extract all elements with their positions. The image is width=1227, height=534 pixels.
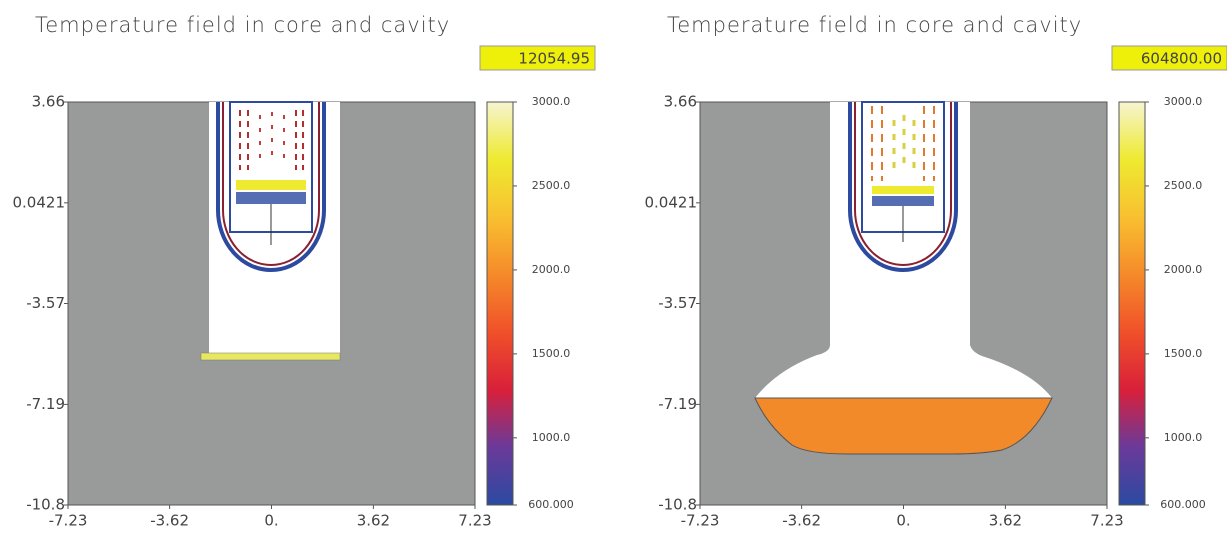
x-tick-label: 3.62 xyxy=(989,512,1022,530)
colorbar-tick-label: 2000.0 xyxy=(1164,263,1203,276)
colorbar xyxy=(487,102,513,505)
colorbar-tick-label: 600.000 xyxy=(528,498,574,511)
colorbar-tick-label: 1500.0 xyxy=(1164,347,1203,360)
y-tick-label: -10.8 xyxy=(26,496,65,514)
panel: Temperature field in core and cavity 6048… xyxy=(645,13,1227,530)
melt-pool xyxy=(755,398,1052,454)
x-tick-label: 0. xyxy=(264,512,278,530)
y-tick-label: 3.66 xyxy=(664,93,697,111)
colorbar-tick-label: 1000.0 xyxy=(1164,431,1203,444)
x-tick-label: -3.62 xyxy=(782,512,821,530)
y-tick-label: -3.57 xyxy=(26,294,65,312)
panel: Temperature field in core and cavity 1205… xyxy=(13,13,596,530)
x-tick-label: -7.23 xyxy=(49,512,88,530)
y-tick-label: 0.0421 xyxy=(13,193,66,211)
time-label: 12054.95 xyxy=(518,50,590,68)
chart-title: Temperature field in core and cavity xyxy=(667,13,1082,37)
y-tick-label: 0.0421 xyxy=(645,193,698,211)
y-tick-label: -3.57 xyxy=(658,294,697,312)
x-tick-label: -3.62 xyxy=(150,512,189,530)
x-tick-label: 0. xyxy=(896,512,910,530)
colorbar-tick-label: 2000.0 xyxy=(532,263,571,276)
x-tick-label: 7.23 xyxy=(1090,512,1123,530)
colorbar-tick-label: 1000.0 xyxy=(532,431,571,444)
colorbar-tick-label: 2500.0 xyxy=(532,179,571,192)
x-tick-label: -7.23 xyxy=(681,512,720,530)
colorbar-tick-label: 600.000 xyxy=(1160,498,1206,511)
melt-layer xyxy=(201,353,340,360)
colorbar-tick-label: 3000.0 xyxy=(1164,95,1203,108)
colorbar-tick-label: 1500.0 xyxy=(532,347,571,360)
colorbar-tick-label: 3000.0 xyxy=(532,95,571,108)
x-tick-label: 7.23 xyxy=(458,512,491,530)
y-tick-label: -10.8 xyxy=(658,496,697,514)
colorbar-tick-label: 2500.0 xyxy=(1164,179,1203,192)
chart-title: Temperature field in core and cavity xyxy=(35,13,450,37)
x-tick-label: 3.62 xyxy=(357,512,390,530)
y-tick-label: -7.19 xyxy=(658,395,697,413)
figure: Temperature field in core and cavity 1205… xyxy=(0,0,1227,534)
time-label: 604800.00 xyxy=(1141,50,1222,68)
y-tick-label: 3.66 xyxy=(32,93,65,111)
y-tick-label: -7.19 xyxy=(26,395,65,413)
colorbar xyxy=(1119,102,1145,505)
